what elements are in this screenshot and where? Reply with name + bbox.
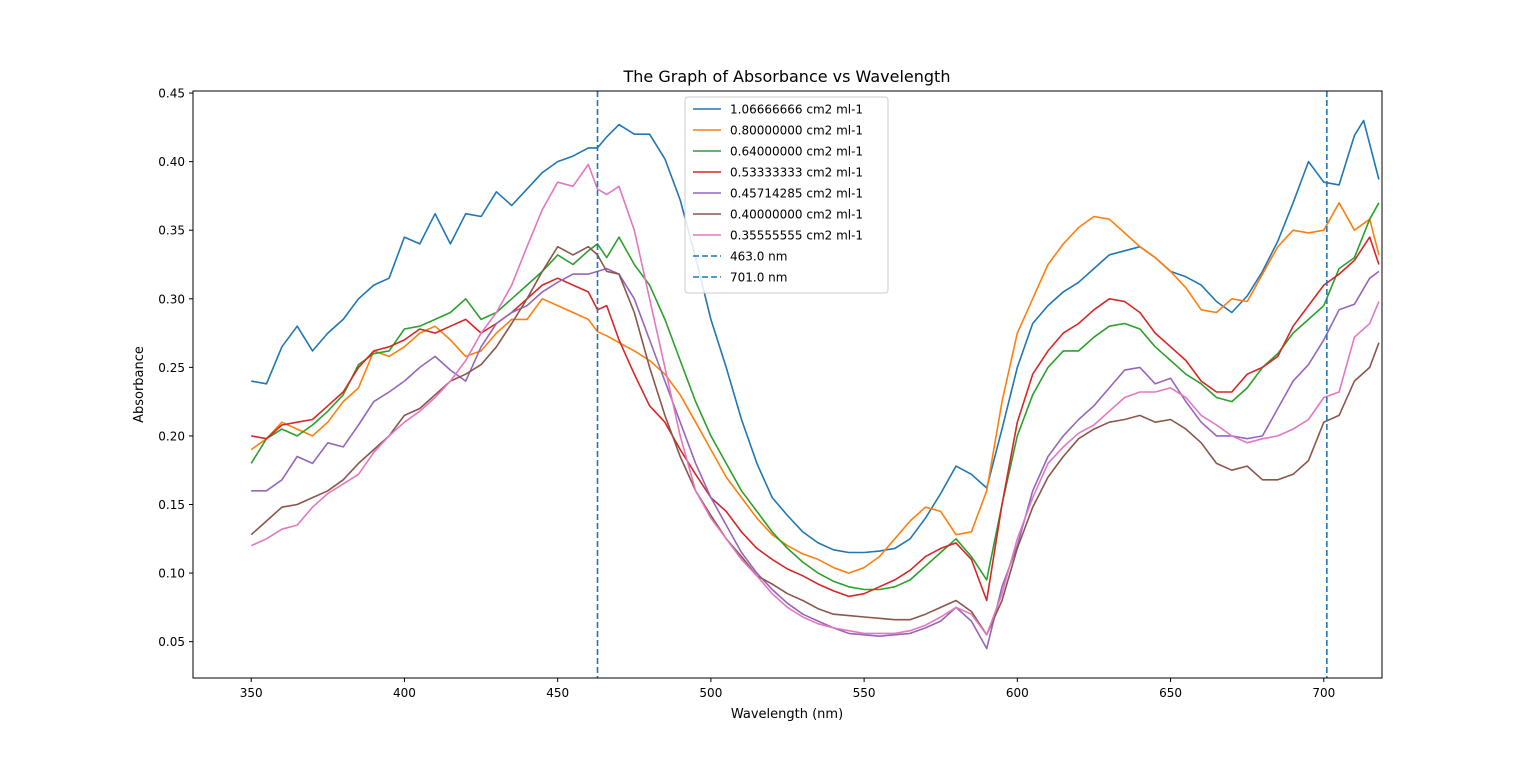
y-axis-label: Absorbance xyxy=(132,346,147,423)
legend-label: 0.40000000 cm2 ml-1 xyxy=(730,208,863,222)
series-line-3 xyxy=(250,202,1380,591)
y-tick-label: 0.05 xyxy=(158,635,185,649)
legend: 1.06666666 cm2 ml-1 0.80000000 cm2 ml-1 0.… xyxy=(684,96,889,294)
axes-frame xyxy=(192,90,1383,679)
x-tick-label: 500 xyxy=(699,686,722,700)
series-line-6 xyxy=(250,245,1380,636)
y-tick-label: 0.10 xyxy=(158,567,185,581)
y-tick-label: 0.20 xyxy=(158,429,185,443)
legend-label: 0.45714285 cm2 ml-1 xyxy=(730,187,863,201)
legend-label: 0.35555555 cm2 ml-1 xyxy=(730,229,863,243)
x-tick-label: 450 xyxy=(546,686,569,700)
x-tick-label: 700 xyxy=(1312,686,1335,700)
legend-label: 1.06666666 cm2 ml-1 xyxy=(730,103,863,117)
legend-label: 0.53333333 cm2 ml-1 xyxy=(730,166,863,180)
x-tick-label: 350 xyxy=(240,686,263,700)
x-axis-label: Wavelength (nm) xyxy=(731,707,843,722)
y-tick-label: 0.25 xyxy=(158,361,185,375)
y-tick-label: 0.40 xyxy=(158,155,185,169)
y-tick-label: 0.15 xyxy=(158,498,185,512)
y-tick-label: 0.35 xyxy=(158,224,185,238)
plot-area xyxy=(250,91,1380,678)
series-line-4 xyxy=(251,236,1380,602)
legend-label: 0.80000000 cm2 ml-1 xyxy=(730,124,863,138)
series-line-7 xyxy=(250,163,1380,636)
x-tick-label: 600 xyxy=(1006,686,1029,700)
series-line-1 xyxy=(251,119,1380,554)
x-tick-label: 400 xyxy=(393,686,416,700)
series-line-2 xyxy=(250,202,1380,574)
y-tick-label: 0.30 xyxy=(158,292,185,306)
series-line-5 xyxy=(251,267,1380,650)
axis-ticks: 350 400 450 500 550 600 650 700 0.05 0.10 0.15 0.20… xyxy=(158,87,1335,700)
x-tick-label: 550 xyxy=(853,686,876,700)
legend-box xyxy=(684,96,889,294)
y-tick-label: 0.45 xyxy=(158,87,185,101)
chart-title: The Graph of Absorbance vs Wavelength xyxy=(623,67,951,86)
x-tick-label: 650 xyxy=(1159,686,1182,700)
legend-label: 0.64000000 cm2 ml-1 xyxy=(730,145,863,159)
legend-label: 701.0 nm xyxy=(730,271,787,285)
legend-label: 463.0 nm xyxy=(730,250,787,264)
